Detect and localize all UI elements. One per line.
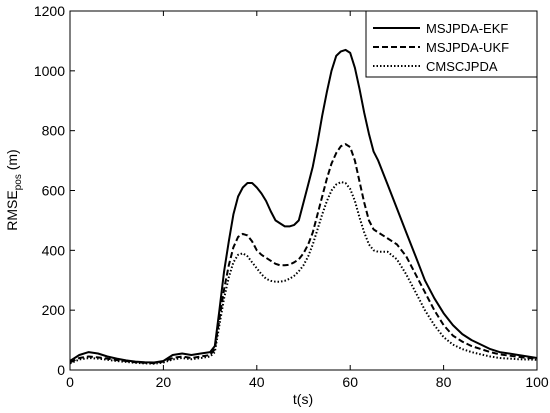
legend-label-cmscjpda: CMSCJPDA (426, 59, 498, 74)
series-layer (69, 48, 538, 365)
x-tick-label: 100 (525, 374, 549, 390)
y-axis-label: RMSEpos (m) (4, 149, 24, 230)
legend-label-msjpda-ekf: MSJPDA-EKF (426, 21, 508, 36)
y-tick-label: 1000 (34, 63, 65, 79)
y-axis-label-group: RMSEpos (m) (4, 149, 24, 230)
y-tick-label: 400 (42, 242, 66, 258)
y-axis-ticks: 0 200 400 600 800 1000 1200 (34, 3, 537, 378)
x-axis-label: t(s) (293, 391, 313, 407)
x-axis-ticks: 0 20 40 60 80 100 (66, 11, 549, 390)
x-tick-label: 20 (156, 374, 172, 390)
y-tick-label: 800 (42, 123, 66, 139)
x-tick-label: 60 (342, 374, 358, 390)
series-line-msjpda-ukf (69, 143, 538, 365)
x-tick-label: 0 (66, 374, 74, 390)
y-tick-label: 200 (42, 302, 66, 318)
x-tick-label: 40 (249, 374, 265, 390)
y-tick-label: 0 (57, 362, 65, 378)
legend: MSJPDA-EKF MSJPDA-UKF CMSCJPDA (365, 10, 538, 78)
x-tick-label: 80 (436, 374, 452, 390)
series-line-msjpda-ekf (69, 48, 538, 364)
legend-label-msjpda-ukf: MSJPDA-UKF (426, 40, 509, 55)
y-axis-label-subscript: pos (13, 174, 24, 190)
y-axis-label-main: RMSE (4, 190, 20, 230)
y-tick-label: 600 (42, 183, 66, 199)
y-tick-label: 1200 (34, 3, 65, 19)
y-axis-label-unit: (m) (4, 149, 20, 174)
